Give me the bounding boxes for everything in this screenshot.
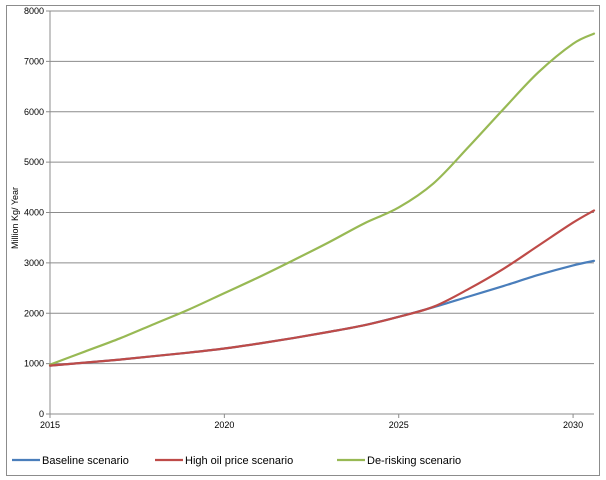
gridlines (50, 10, 594, 365)
y-tick-label: 7000 (24, 56, 44, 66)
legend-label: High oil price scenario (185, 455, 293, 467)
legend-label: Baseline scenario (42, 455, 129, 467)
legend: Baseline scenario High oil price scenario… (12, 455, 461, 467)
y-tick-label: 5000 (24, 157, 44, 167)
y-tick-label: 2000 (24, 308, 44, 318)
series-line-de-risking-scenario (48, 32, 596, 366)
x-tick-label: 2030 (563, 420, 583, 430)
y-tick-label: 0 (39, 409, 44, 419)
y-axis-title: Million Kg/ Year (10, 187, 20, 249)
series-line-high-oil-price-scenario (48, 209, 596, 367)
chart-frame: 0 1000 2000 3000 4000 5000 6000 7000 8000 2015 202… (6, 5, 600, 476)
y-tick-label: 8000 (24, 6, 44, 16)
legend-label: De-risking scenario (367, 455, 461, 467)
y-tick-label: 1000 (24, 359, 44, 369)
series-lines (48, 32, 596, 367)
x-tick-label: 2015 (40, 420, 60, 430)
y-tick-label: 4000 (24, 208, 44, 218)
y-tick-label: 6000 (24, 107, 44, 117)
y-tick-label: 3000 (24, 258, 44, 268)
x-tick-label: 2020 (214, 420, 234, 430)
axes: 0 1000 2000 3000 4000 5000 6000 7000 8000 2015 202… (24, 6, 594, 430)
line-chart: 0 1000 2000 3000 4000 5000 6000 7000 8000 2015 202… (10, 6, 596, 467)
x-tick-label: 2025 (389, 420, 409, 430)
